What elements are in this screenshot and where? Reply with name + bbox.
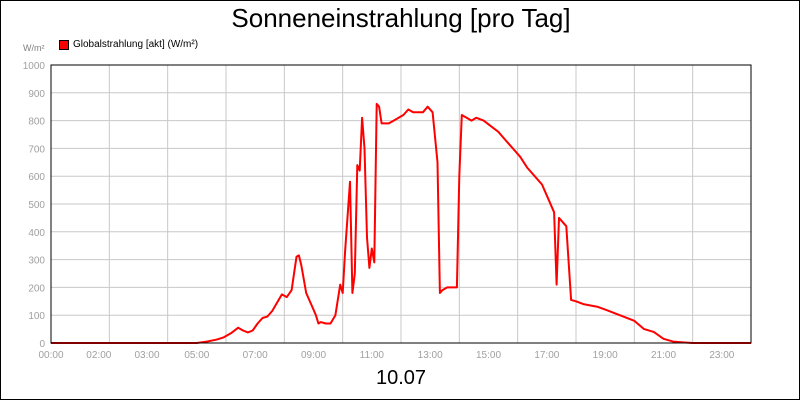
x-tick-label: 05:00 bbox=[184, 350, 209, 361]
x-tick-label: 03:00 bbox=[135, 350, 160, 361]
y-tick-label: 1000 bbox=[23, 61, 46, 72]
x-tick-label: 19:00 bbox=[593, 350, 618, 361]
x-axis: 00:00 02:00 03:00 05:00 07:00 09:00 11:00 13:00… bbox=[38, 350, 734, 361]
y-tick-label: 900 bbox=[28, 89, 45, 100]
series-line-globalstrahlung bbox=[51, 102, 751, 344]
grid bbox=[51, 64, 751, 344]
legend-label: Globalstrahlung [akt] (W/m²) bbox=[73, 39, 199, 50]
legend-swatch bbox=[59, 39, 69, 50]
x-tick-label: 02:00 bbox=[86, 350, 111, 361]
x-tick-label: 15:00 bbox=[476, 350, 501, 361]
y-tick-label: 500 bbox=[28, 200, 45, 211]
date-label: 10.07 bbox=[375, 367, 427, 389]
y-tick-label: 700 bbox=[28, 144, 45, 155]
y-tick-label: 200 bbox=[28, 283, 45, 294]
x-tick-label: 21:00 bbox=[651, 350, 676, 361]
legend: Globalstrahlung [akt] (W/m²) bbox=[59, 39, 198, 50]
y-tick-label: 400 bbox=[28, 228, 45, 239]
x-tick-label: 11:00 bbox=[360, 350, 385, 361]
y-tick-label: 600 bbox=[28, 172, 45, 183]
y-tick-label: 0 bbox=[39, 339, 45, 350]
y-tick-label: 800 bbox=[28, 117, 45, 128]
x-tick-label: 23:00 bbox=[709, 350, 734, 361]
x-tick-label: 09:00 bbox=[301, 350, 326, 361]
y-axis: 0 100 200 300 400 500 600 700 800 900 1000 bbox=[23, 61, 46, 350]
y-unit-label: W/m² bbox=[23, 43, 45, 53]
x-tick-label: 00:00 bbox=[38, 350, 63, 361]
x-tick-label: 17:00 bbox=[534, 350, 559, 361]
x-tick-label: 13:00 bbox=[418, 350, 443, 361]
y-tick-label: 300 bbox=[28, 256, 45, 267]
x-tick-label: 07:00 bbox=[243, 350, 268, 361]
plot-area-frame bbox=[50, 64, 752, 344]
y-tick-label: 100 bbox=[28, 311, 45, 322]
chart-title: Sonneneinstrahlung [pro Tag] bbox=[231, 3, 571, 33]
